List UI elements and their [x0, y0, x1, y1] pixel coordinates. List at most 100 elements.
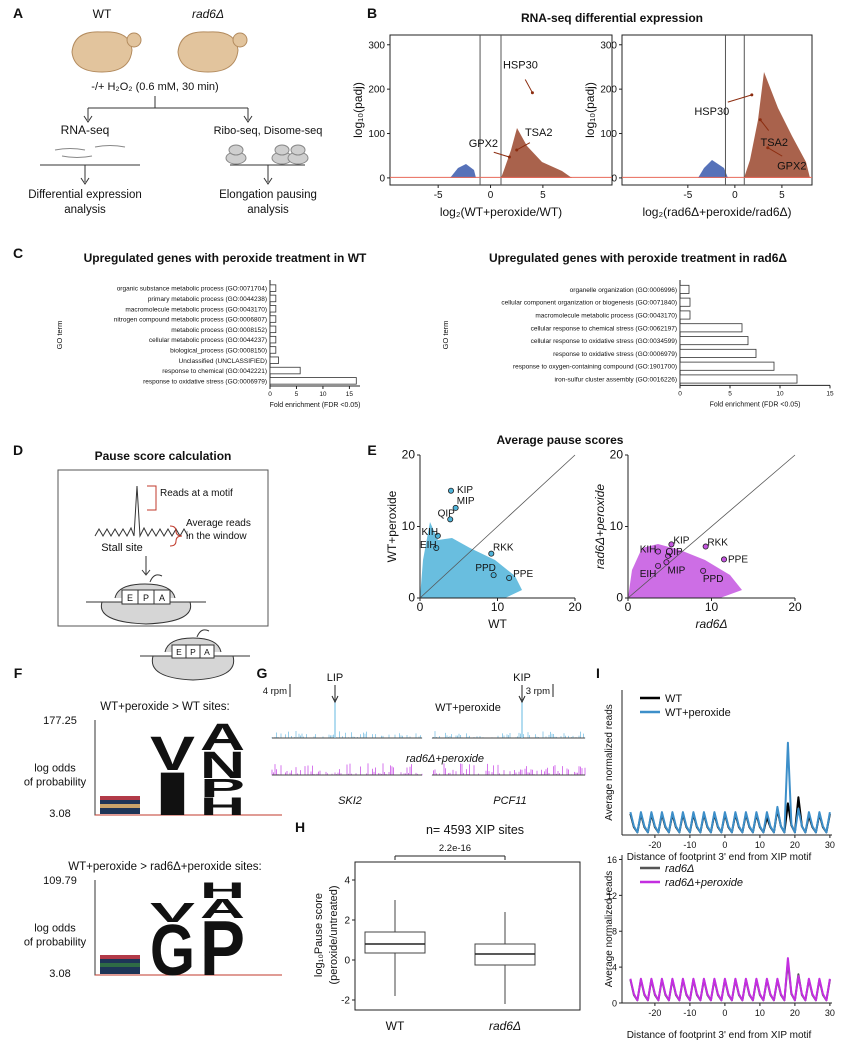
y-tick-label: 0: [616, 591, 623, 605]
label: Average reads: [186, 518, 251, 529]
x-tick-label: 30: [825, 1008, 835, 1018]
panel-letter: A: [13, 5, 23, 21]
y-tick-label: 200: [600, 85, 617, 96]
logo-title: WT+peroxide > WT sites:: [100, 701, 230, 713]
chart-title: n= 4593 XIP sites: [426, 823, 524, 837]
category-label: biological_process (GO:0008150): [170, 347, 267, 354]
label: in the window: [186, 531, 247, 542]
panel-a-graphics: [40, 31, 309, 185]
bar: [269, 346, 277, 354]
scatter-clouds: [420, 522, 742, 598]
x-tick-label: 15: [826, 390, 834, 397]
x-axis-label: WT: [488, 617, 507, 631]
motif-label: KIP: [457, 485, 473, 496]
motif-label: KIH: [421, 527, 438, 538]
y-tick-label: 8: [612, 927, 617, 937]
x-axis-label: Distance of footprint 3' end from XIP mo…: [627, 852, 812, 863]
y-axis-label: (peroxide/untreated): [328, 885, 340, 984]
category-label: response to oxidative stress (GO:0006979…: [553, 351, 677, 358]
motif-label: PPD: [475, 563, 496, 574]
x-tick-label: -20: [648, 840, 661, 850]
logo-ymin: 3.08: [49, 808, 70, 820]
y-axis-label: WT+peroxide: [385, 490, 399, 562]
logo-boxes: [94, 720, 282, 976]
logo-letter: A: [200, 894, 245, 925]
gene-label: TSA2: [761, 137, 789, 149]
x-tick-label: 0: [268, 391, 272, 398]
plot-frame: [621, 34, 813, 186]
x-tick-label: WT: [386, 1019, 405, 1033]
label: Elongation pausing: [219, 189, 317, 201]
legend-label: rad6Δ+peroxide: [665, 877, 743, 889]
label: analysis: [247, 204, 289, 216]
y-axis-label: Average normalized reads: [604, 871, 615, 988]
scale-label: 3 rpm: [526, 686, 550, 697]
logo-ymax: 109.79: [43, 875, 77, 887]
y-tick-label: 2: [344, 916, 350, 927]
leader-line: [524, 79, 533, 93]
y-tick-label: -2: [341, 996, 350, 1007]
motif-label: QIP: [665, 547, 683, 558]
motif-point: [447, 516, 454, 523]
panel-title: RNA-seq differential expression: [521, 11, 703, 25]
x-tick-label: -10: [683, 840, 696, 850]
bar: [679, 284, 690, 294]
arrow-heads: [80, 177, 273, 185]
read-track: [271, 731, 423, 739]
gene-label: HSP30: [694, 106, 729, 118]
category-label: primary metabolic process (GO:0044238): [148, 296, 267, 303]
x-tick-label: 15: [346, 391, 354, 398]
category-label: response to oxygen-containing compound (…: [513, 364, 677, 371]
x-tick-label: -5: [683, 190, 692, 201]
box: [364, 931, 426, 954]
gene-label: GPX2: [469, 138, 498, 150]
motif-label: RKK: [707, 538, 728, 549]
y-tick-label: 300: [368, 40, 385, 51]
y-tick-label: 100: [368, 129, 385, 140]
x-tick-label: 5: [779, 190, 785, 201]
x-axis-label: log₂(rad6Δ+peroxide/rad6Δ): [642, 205, 791, 219]
y-axis-label: GO term: [55, 321, 64, 350]
rna-reads: [54, 145, 126, 158]
x-tick-label: rad6Δ: [489, 1019, 521, 1033]
motif-point: [663, 559, 670, 566]
leader-line: [759, 119, 770, 131]
flow-lines: [87, 96, 249, 120]
logo-letter: G: [150, 909, 195, 990]
panel-letter: I: [596, 665, 600, 681]
x-tick-label: 0: [625, 600, 632, 614]
bar: [269, 335, 277, 344]
category-label: cellular component organization or bioge…: [501, 300, 677, 307]
pause-diagram: [57, 469, 269, 627]
y-tick-label: 200: [368, 85, 385, 96]
motif-label: KIH: [640, 545, 657, 556]
y-tick-label: 20: [402, 448, 416, 462]
logo-letter: I: [150, 761, 195, 829]
motif-label: PPE: [513, 569, 533, 580]
y-tick-label: 0: [611, 173, 617, 184]
panel-letter: D: [13, 442, 23, 458]
x-tick-label: 20: [790, 840, 800, 850]
gene-label: HSP30: [503, 60, 538, 72]
series-line: [629, 741, 831, 834]
motif-label: LIP: [327, 672, 344, 684]
bar: [269, 366, 301, 375]
y-tick-label: 10: [402, 519, 416, 533]
bar: [679, 348, 757, 358]
motif-point: [700, 567, 707, 574]
x-tick-label: 0: [488, 190, 494, 201]
category-label: iron-sulfur cluster assembly (GO:0016226…: [555, 377, 677, 384]
window-bracket: [169, 525, 183, 547]
track-label: WT+peroxide: [435, 702, 501, 714]
plot-frame: [354, 861, 581, 1011]
y-axis-label: log odds: [34, 763, 76, 775]
x-tick-label: -10: [683, 1008, 696, 1018]
motif-point: [668, 541, 675, 548]
y-axis-label: log₁₀(padj): [583, 82, 597, 138]
logo-letter: V: [150, 728, 195, 781]
panel-letter: E: [367, 442, 376, 458]
category-label: response to oxidative stress (GO:0006979…: [143, 378, 267, 385]
chart-title: Upregulated genes with peroxide treatmen…: [489, 251, 787, 265]
bar: [269, 294, 277, 303]
bar: [269, 284, 277, 292]
